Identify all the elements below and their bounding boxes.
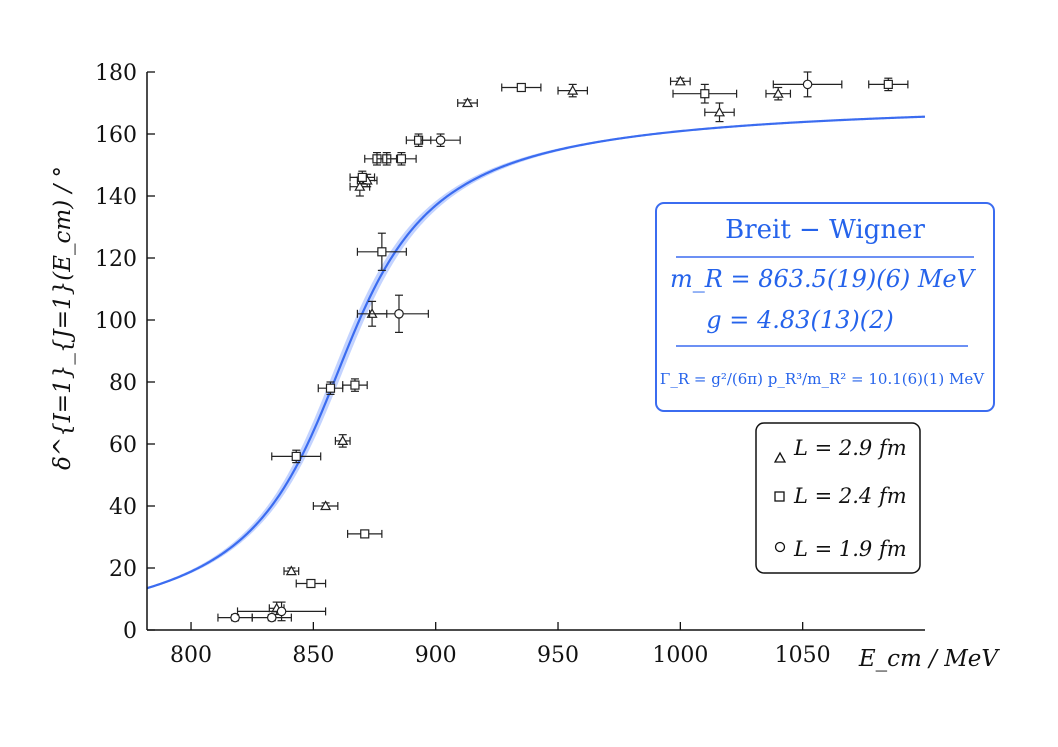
legend-item-circle: L = 1.9 fm — [793, 537, 907, 561]
data-point-square — [347, 529, 383, 539]
data-point-square — [295, 578, 327, 589]
legend-triangle-marker — [773, 451, 787, 463]
triangle-marker — [567, 84, 579, 95]
y-tick-label: 0 — [123, 619, 137, 644]
data-point-square — [386, 152, 417, 166]
series-triangle — [268, 75, 792, 616]
square-marker — [377, 247, 387, 257]
axes: 800 850 900 950 1000 1050 0 20 40 60 80 100 120 140 16… — [50, 61, 1000, 672]
circle-marker — [230, 612, 240, 623]
data-point-square — [501, 82, 542, 93]
data-point-circle — [369, 294, 429, 333]
square-marker — [883, 79, 893, 90]
data-point-square — [317, 381, 344, 395]
square-marker — [516, 82, 526, 93]
square-marker — [291, 451, 301, 461]
y-tick-label: 160 — [95, 123, 137, 148]
fit-curve — [146, 115, 926, 590]
triangle-marker — [713, 106, 726, 117]
y-tick-label: 180 — [95, 61, 137, 86]
square-marker — [325, 383, 336, 393]
circle-marker — [394, 308, 404, 319]
legend: L = 2.9 fm L = 2.4 fm L = 1.9 fm — [755, 422, 921, 574]
triangle-marker — [337, 435, 349, 445]
x-tick-label: 1050 — [775, 643, 831, 668]
legend-item-square: L = 2.4 fm — [793, 484, 907, 508]
triangle-marker — [461, 97, 474, 108]
triangle-marker — [674, 75, 686, 86]
data-points — [217, 71, 909, 623]
y-axis-label: δ^{I=1}_{J=1}(E_cm) / ° — [50, 166, 76, 470]
data-point-triangle — [669, 75, 691, 86]
data-point-triangle — [557, 83, 588, 98]
triangle-marker — [285, 565, 297, 576]
series-square — [271, 77, 909, 589]
fit-box-title: Breit − Wigner — [725, 215, 925, 245]
data-point-square — [672, 83, 738, 104]
data-point-square — [342, 378, 368, 392]
square-marker — [306, 578, 316, 589]
x-tick-label: 850 — [292, 643, 334, 668]
data-point-triangle — [312, 500, 339, 511]
data-point-circle — [236, 601, 327, 622]
circle-marker — [435, 135, 446, 145]
y-tick-label: 140 — [95, 185, 137, 210]
fit-box-frame — [655, 202, 995, 412]
data-point-triangle — [765, 86, 792, 101]
y-tick-label: 60 — [109, 433, 137, 458]
circle-marker — [802, 79, 813, 90]
triangle-marker — [354, 180, 366, 191]
circle-marker — [276, 606, 287, 617]
data-point-triangle — [457, 97, 478, 108]
y-tick-label: 120 — [95, 247, 137, 272]
triangle-marker — [772, 87, 784, 98]
data-point-circle — [251, 612, 292, 623]
fit-info-box: Breit − Wigner m_R = 863.5(19)(6) MeV g … — [655, 202, 995, 412]
fit-box-width: Γ_R = g²/(6π) p_R³/m_R² = 10.1(6)(1) MeV — [660, 370, 985, 388]
y-tick-label: 100 — [95, 309, 137, 334]
fit-box-coupling: g = 4.83(13)(2) — [706, 306, 893, 334]
data-point-square — [868, 77, 909, 92]
legend-item-triangle: L = 2.9 fm — [793, 436, 907, 460]
series-circle — [217, 71, 843, 623]
y-tick-label: 20 — [109, 557, 137, 582]
legend-frame — [755, 422, 921, 574]
data-point-triangle — [283, 565, 300, 576]
fit-box-mass: m_R = 863.5(19)(6) MeV — [670, 265, 977, 293]
x-tick-label: 1000 — [652, 643, 708, 668]
data-point-triangle — [704, 102, 735, 123]
legend-square-marker — [774, 491, 785, 502]
x-tick-label: 800 — [170, 643, 212, 668]
y-tick-label: 80 — [109, 371, 137, 396]
square-marker — [357, 172, 367, 182]
circle-marker — [266, 612, 277, 623]
data-point-square — [349, 170, 376, 185]
data-point-circle — [420, 133, 461, 147]
x-tick-label: 900 — [415, 643, 457, 668]
fit-curve-line — [146, 115, 926, 590]
x-tick-label: 950 — [537, 643, 579, 668]
data-point-circle — [217, 612, 253, 623]
legend-circle-marker — [774, 541, 786, 553]
data-point-circle — [772, 71, 843, 98]
square-marker — [700, 89, 710, 99]
square-marker — [350, 380, 360, 390]
data-point-triangle — [334, 434, 351, 448]
x-axis-label: E_cm / MeV — [858, 646, 1001, 672]
data-point-square — [356, 232, 407, 271]
square-marker — [360, 529, 370, 539]
square-marker — [396, 154, 407, 164]
data-point-square — [271, 449, 322, 464]
y-tick-label: 40 — [109, 495, 137, 520]
triangle-marker — [320, 500, 332, 511]
